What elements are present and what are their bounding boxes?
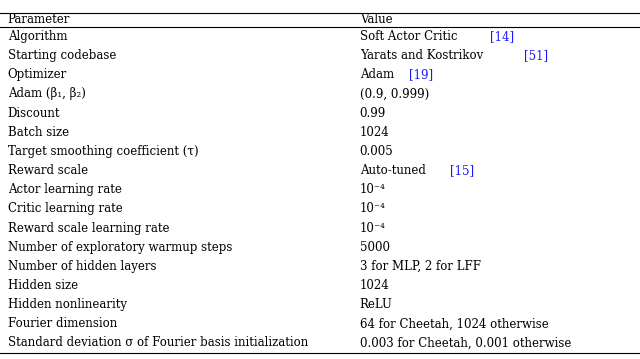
- Text: (0.9, 0.999): (0.9, 0.999): [360, 88, 429, 101]
- Text: Reward scale: Reward scale: [8, 164, 88, 177]
- Text: 10⁻⁴: 10⁻⁴: [360, 222, 385, 234]
- Text: 64 for Cheetah, 1024 otherwise: 64 for Cheetah, 1024 otherwise: [360, 317, 548, 330]
- Text: [51]: [51]: [524, 49, 548, 62]
- Text: [14]: [14]: [490, 30, 515, 43]
- Text: 1024: 1024: [360, 126, 389, 139]
- Text: 3 for MLP, 2 for LFF: 3 for MLP, 2 for LFF: [360, 260, 481, 273]
- Text: [15]: [15]: [449, 164, 474, 177]
- Text: Adam (β₁, β₂): Adam (β₁, β₂): [8, 88, 86, 101]
- Text: Optimizer: Optimizer: [8, 68, 67, 81]
- Text: Value: Value: [360, 13, 392, 26]
- Text: Soft Actor Critic: Soft Actor Critic: [360, 30, 461, 43]
- Text: Reward scale learning rate: Reward scale learning rate: [8, 222, 169, 234]
- Text: Fourier dimension: Fourier dimension: [8, 317, 117, 330]
- Text: 10⁻⁴: 10⁻⁴: [360, 183, 385, 196]
- Text: 0.99: 0.99: [360, 107, 386, 120]
- Text: 10⁻⁴: 10⁻⁴: [360, 202, 385, 215]
- Text: 0.003 for Cheetah, 0.001 otherwise: 0.003 for Cheetah, 0.001 otherwise: [360, 336, 571, 349]
- Text: Auto-tuned: Auto-tuned: [360, 164, 429, 177]
- Text: Algorithm: Algorithm: [8, 30, 67, 43]
- Text: 5000: 5000: [360, 241, 390, 254]
- Text: Adam: Adam: [360, 68, 397, 81]
- Text: Hidden nonlinearity: Hidden nonlinearity: [8, 298, 127, 311]
- Text: 1024: 1024: [360, 279, 389, 292]
- Text: Target smoothing coefficient (τ): Target smoothing coefficient (τ): [8, 145, 198, 158]
- Text: Actor learning rate: Actor learning rate: [8, 183, 122, 196]
- Text: Parameter: Parameter: [8, 13, 70, 26]
- Text: Batch size: Batch size: [8, 126, 69, 139]
- Text: Number of exploratory warmup steps: Number of exploratory warmup steps: [8, 241, 232, 254]
- Text: ReLU: ReLU: [360, 298, 392, 311]
- Text: Starting codebase: Starting codebase: [8, 49, 116, 62]
- Text: Critic learning rate: Critic learning rate: [8, 202, 122, 215]
- Text: Standard deviation σ of Fourier basis initialization: Standard deviation σ of Fourier basis in…: [8, 336, 308, 349]
- Text: [19]: [19]: [408, 68, 433, 81]
- Text: 0.005: 0.005: [360, 145, 394, 158]
- Text: Number of hidden layers: Number of hidden layers: [8, 260, 156, 273]
- Text: Discount: Discount: [8, 107, 60, 120]
- Text: Yarats and Kostrikov: Yarats and Kostrikov: [360, 49, 486, 62]
- Text: Hidden size: Hidden size: [8, 279, 78, 292]
